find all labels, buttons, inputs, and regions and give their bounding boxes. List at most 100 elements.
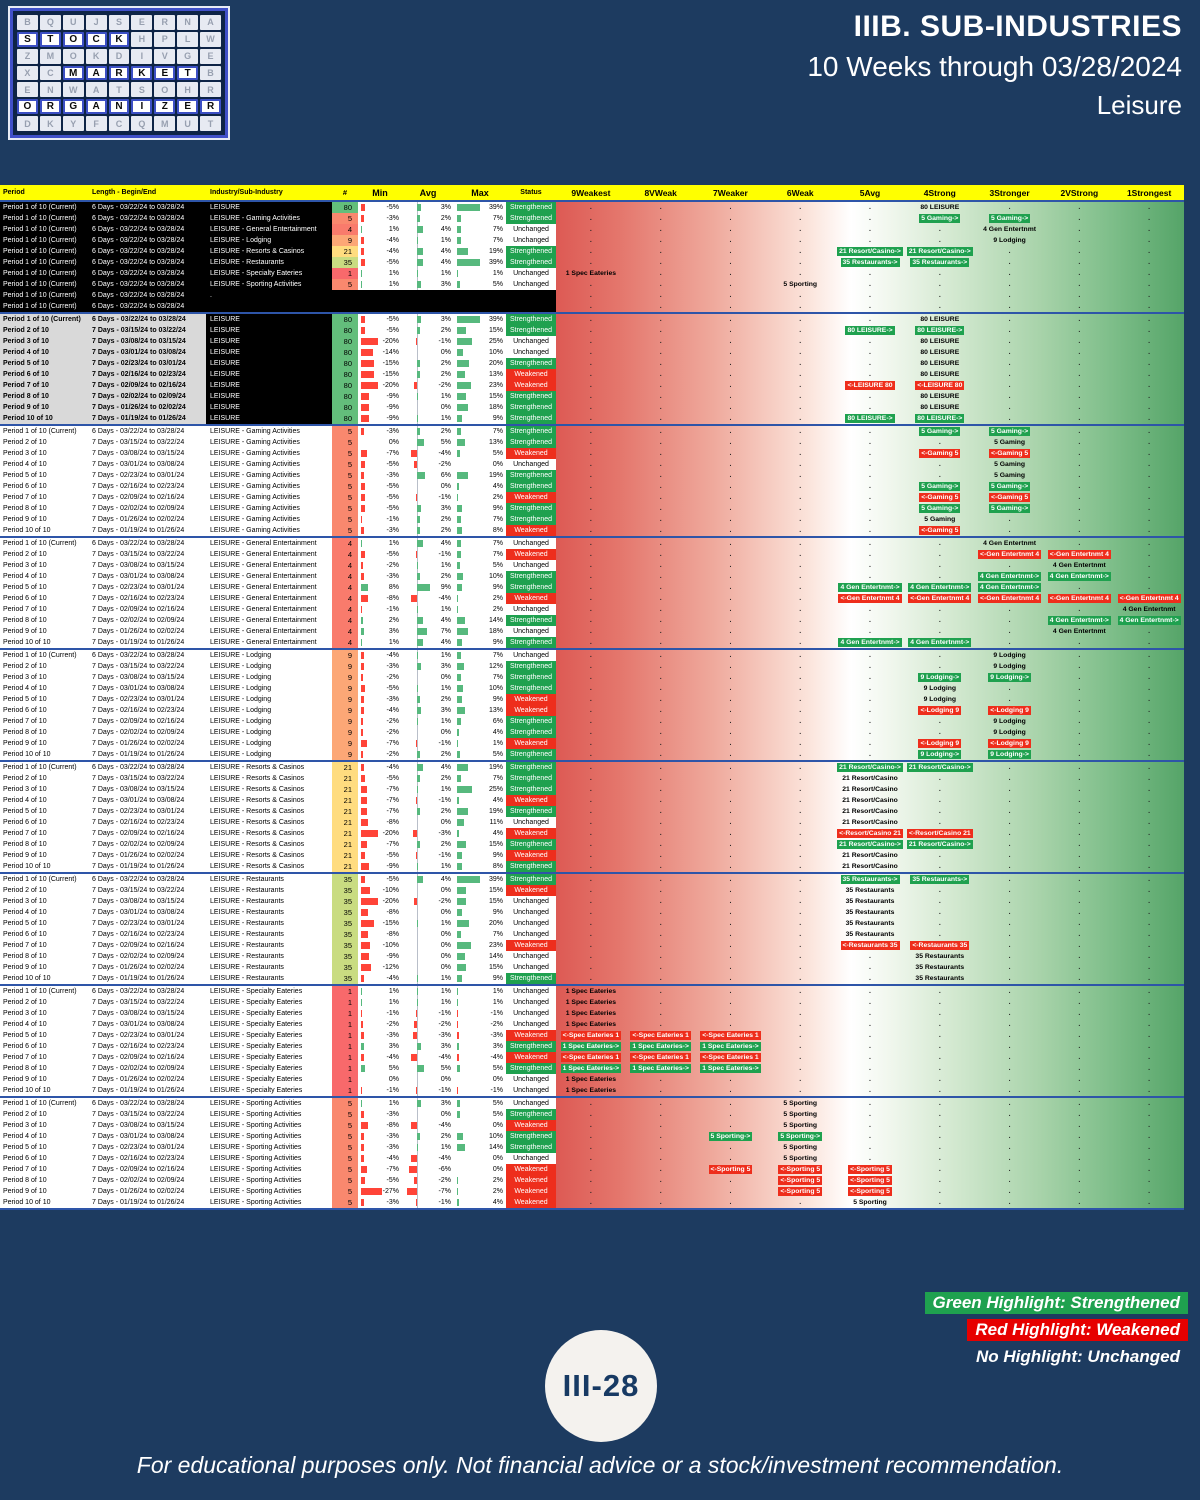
- table-row: Period 1 of 10 (Current) 6 Days - 03/22/2…: [0, 224, 1184, 235]
- max-value: 15%: [488, 327, 503, 334]
- max-value: 2%: [492, 606, 503, 613]
- count-cell: 1: [332, 986, 358, 997]
- rank-cell-w9: .: [556, 1120, 626, 1131]
- rank-cell-s3: .: [975, 1164, 1045, 1175]
- avg-value: -2%: [438, 1177, 451, 1184]
- min-bar-area: [360, 962, 382, 973]
- rank-dot: .: [729, 393, 732, 400]
- rank-dot: .: [1078, 909, 1081, 916]
- rank-dot: .: [589, 797, 592, 804]
- rank-cell-w6: .: [765, 492, 835, 503]
- min-cell: 0%: [358, 437, 402, 448]
- rank-cell-s3: .: [975, 896, 1045, 907]
- max-cell: 15%: [454, 839, 506, 850]
- max-bar-area: [456, 448, 485, 459]
- logo-bg-tile: S: [108, 15, 130, 30]
- avg-cell: 3%: [402, 661, 454, 672]
- industry-cell: LEISURE - Lodging: [206, 727, 332, 738]
- min-bar-area: [360, 1063, 382, 1074]
- rank-dot: .: [1148, 226, 1151, 233]
- min-bar: [361, 819, 368, 826]
- min-bar: [361, 931, 368, 938]
- rank-cell-w6: .: [765, 973, 835, 984]
- rank-cell-s3: .: [975, 257, 1045, 268]
- rank-cell-s1: .: [1114, 1008, 1184, 1019]
- rank-dot: .: [1008, 415, 1011, 422]
- rank-dot: .: [799, 988, 802, 995]
- min-bar: [361, 281, 362, 288]
- length-cell: 6 Days - 03/22/24 to 03/28/24: [88, 650, 206, 661]
- rank-cell-w9: .: [556, 850, 626, 861]
- rank-cell-w8: .: [626, 235, 696, 246]
- rank-cell-w8: .: [626, 391, 696, 402]
- industry-cell: LEISURE - Resorts & Casinos: [206, 839, 332, 850]
- max-bar-area: [456, 716, 485, 727]
- rank-cell-s3: .: [975, 1041, 1045, 1052]
- max-cell: 25%: [454, 336, 506, 347]
- rank-mark: <-Gen Entertnmt 4: [978, 594, 1042, 603]
- max-cell: 14%: [454, 615, 506, 626]
- rank-cells: ...5 Sporting.....: [556, 1120, 1184, 1131]
- avg-bar: [415, 852, 417, 859]
- avg-bar: [417, 472, 426, 479]
- rank-dot: .: [729, 248, 732, 255]
- table-row: Period 8 of 10 7 Days - 02/02/24 to 02/09…: [0, 503, 1184, 514]
- avg-bar: [417, 685, 419, 692]
- count-cell: 5: [332, 1109, 358, 1120]
- rank-dot: .: [799, 696, 802, 703]
- rank-dot: .: [799, 562, 802, 569]
- rank-cell-w9: .: [556, 347, 626, 358]
- min-bar-area: [360, 637, 382, 648]
- period-cell: Period 7 of 10: [0, 1164, 88, 1175]
- rank-dot: .: [938, 797, 941, 804]
- max-value: 19%: [488, 808, 503, 815]
- avg-bar: [417, 718, 419, 725]
- rank-mark: 5 Sporting: [783, 1122, 818, 1129]
- rank-dot: .: [659, 584, 662, 591]
- rank-dot: .: [938, 573, 941, 580]
- rank-cell-s3: 5 Gaming->: [975, 426, 1045, 437]
- rank-dot: .: [589, 415, 592, 422]
- rank-dot: .: [1148, 775, 1151, 782]
- table-row: Period 9 of 10 7 Days - 01/26/24 to 02/02…: [0, 402, 1184, 413]
- rank-cell-s1: .: [1114, 806, 1184, 817]
- rank-dot: .: [1148, 639, 1151, 646]
- rank-cell-s4: 5 Gaming->: [905, 426, 975, 437]
- rank-mark: <-Restaurants 35: [840, 941, 900, 950]
- min-bar: [361, 663, 364, 670]
- rank-cell-w8: .: [626, 347, 696, 358]
- min-cell: 1%: [358, 986, 402, 997]
- rank-cell-s2: .: [1044, 973, 1114, 984]
- rank-cell-a5: .: [835, 514, 905, 525]
- rank-mark: 80 LEISURE: [920, 338, 960, 345]
- rank-dot: .: [659, 494, 662, 501]
- rank-mark: <-Gen Entertnmt 4: [978, 550, 1042, 559]
- rank-cell-w7: .: [696, 213, 766, 224]
- rank-cell-s1: .: [1114, 1153, 1184, 1164]
- rank-dot: .: [729, 428, 732, 435]
- avg-bar-area: [402, 637, 432, 648]
- count-cell: 9: [332, 749, 358, 760]
- rank-dot: .: [799, 540, 802, 547]
- min-bar: [361, 841, 367, 848]
- max-value: 20%: [488, 920, 503, 927]
- rank-dot: .: [799, 718, 802, 725]
- rank-cell-w9: .: [556, 538, 626, 549]
- avg-value: 1%: [440, 975, 451, 982]
- rank-dot: .: [589, 292, 592, 299]
- industry-cell: LEISURE - Gaming Activities: [206, 459, 332, 470]
- rank-dot: .: [729, 382, 732, 389]
- avg-bar-area: [402, 626, 432, 637]
- avg-bar: [417, 1065, 424, 1072]
- min-value: -5%: [386, 259, 399, 266]
- avg-cell: 0%: [402, 402, 454, 413]
- max-value: 39%: [488, 876, 503, 883]
- rank-dot: .: [799, 663, 802, 670]
- rank-dot: .: [938, 1065, 941, 1072]
- rank-cell-w7: .: [696, 683, 766, 694]
- rank-cell-w7: .: [696, 336, 766, 347]
- rank-mark: 4 Gen Entertnmt->: [908, 638, 972, 647]
- max-value: 7%: [492, 428, 503, 435]
- avg-bar-area: [402, 437, 432, 448]
- avg-cell: 1%: [402, 650, 454, 661]
